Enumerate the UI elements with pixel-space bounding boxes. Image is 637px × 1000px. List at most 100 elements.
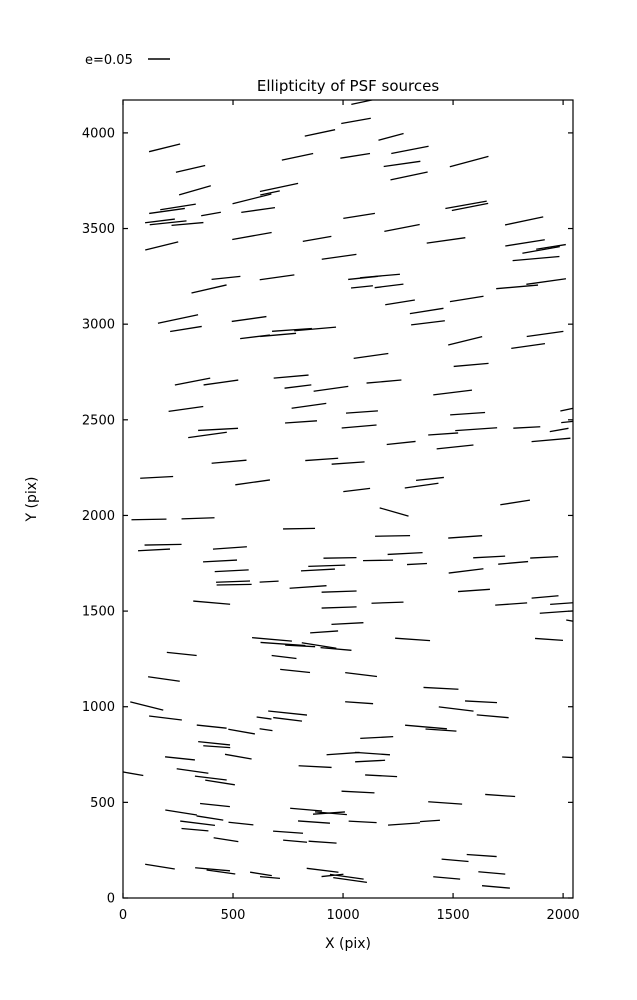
- y-tick-label: 3000: [82, 318, 115, 333]
- ellipticity-stick: [496, 284, 539, 290]
- ellipticity-stick: [379, 507, 409, 517]
- ellipticity-stick: [320, 646, 352, 651]
- ellipticity-stick: [386, 440, 416, 446]
- ellipticity-stick: [348, 820, 377, 824]
- ellipticity-stick: [198, 427, 239, 432]
- ellipticity-stick: [465, 700, 498, 704]
- axes-frame: [122, 99, 574, 899]
- ellipticity-stick: [505, 239, 545, 247]
- ellipticity-stick: [360, 736, 394, 740]
- ellipticity-stick: [522, 246, 560, 254]
- ellipticity-stick: [310, 630, 339, 634]
- ellipticity-stick: [290, 807, 323, 812]
- ellipticity-stick: [147, 676, 180, 682]
- ellipticity-stick: [198, 740, 231, 746]
- ellipticity-stick: [450, 411, 486, 416]
- y-tick-labels: 0 500 1000 1500 2000 2500 3000 3500 4000: [82, 126, 115, 906]
- ellipticity-stick: [445, 200, 487, 210]
- ellipticity-stick: [409, 307, 444, 315]
- ellipticity-stick: [387, 551, 423, 556]
- ellipticity-stick: [466, 853, 497, 858]
- y-tick-label: 0: [107, 892, 115, 907]
- ellipticity-stick: [391, 145, 429, 155]
- ellipticity-stick: [433, 876, 461, 880]
- ellipticity-stick: [550, 602, 573, 605]
- ellipticity-stick: [273, 716, 303, 722]
- ellipticity-stick: [406, 562, 428, 566]
- ellipticity-stick: [214, 569, 249, 573]
- ellipticity-stick: [360, 273, 400, 279]
- ellipticity-stick: [536, 243, 566, 250]
- ellipticity-stick: [448, 535, 483, 539]
- ellipticity-stick: [345, 410, 378, 414]
- ellipticity-stick: [448, 568, 484, 574]
- ellipticity-stick: [297, 820, 331, 824]
- ellipticity-stick: [374, 283, 404, 289]
- ellipticity-stick: [216, 580, 251, 583]
- ellipticity-stick: [212, 546, 247, 550]
- ellipticity-stick: [268, 710, 308, 716]
- ellipticity-stick: [549, 427, 569, 433]
- ellipticity-stick: [211, 459, 247, 464]
- ellipticity-stick: [495, 602, 528, 606]
- ellipticity-stick: [561, 420, 573, 424]
- ellipticity-stick: [145, 218, 175, 224]
- ellipticity-stick: [176, 768, 209, 774]
- ellipticity-stick: [251, 637, 292, 642]
- ellipticity-stick: [259, 728, 273, 732]
- ellipticity-stick: [560, 407, 573, 412]
- ellipticity-stick: [321, 873, 344, 878]
- ellipticity-stick: [308, 564, 346, 568]
- ellipticity-stick: [201, 211, 221, 217]
- ellipticity-stick: [160, 203, 196, 211]
- ellipticity-stick: [428, 432, 459, 436]
- ellipticity-stick: [539, 610, 573, 614]
- ellipticity-stick: [331, 461, 365, 465]
- ellipticity-stick: [140, 475, 174, 479]
- axis-ticks: [122, 100, 573, 899]
- ellipticity-stick: [283, 839, 308, 843]
- ellipticity-stick: [216, 583, 252, 586]
- ellipticity-stick: [283, 527, 316, 530]
- ellipticity-stick: [473, 555, 506, 559]
- y-tick-label: 500: [90, 796, 115, 811]
- ellipticity-stick: [199, 802, 230, 808]
- ellipticity-stick: [478, 871, 506, 875]
- ellipticity-stick: [451, 202, 489, 212]
- ellipticity-stick: [273, 374, 309, 379]
- ellipticity-stick: [259, 876, 281, 880]
- ellipticity-stick: [131, 518, 167, 521]
- ellipticity-stick: [345, 701, 374, 705]
- ellipticity-stick: [281, 152, 314, 161]
- ellipticity-stick: [180, 820, 216, 826]
- ellipticity-stick: [306, 867, 339, 873]
- ellipticity-stick: [259, 182, 299, 193]
- ellipticity-stick: [203, 379, 239, 386]
- ellipticity-stick: [165, 809, 197, 816]
- ellipticity-stick: [449, 155, 489, 168]
- ellipticity-stick: [566, 619, 573, 622]
- ellipticity-stick: [453, 362, 489, 368]
- ellipticity-stick: [331, 622, 364, 626]
- ellipticity-stick: [436, 444, 474, 450]
- x-tick-labels: 0 500 1000 1500 2000: [119, 908, 580, 923]
- ellipticity-stick: [351, 100, 375, 106]
- ellipticity-stick: [232, 231, 272, 241]
- ellipticity-stick: [385, 299, 415, 306]
- ellipticity-stick: [149, 715, 182, 721]
- ellipticity-stick: [504, 216, 544, 226]
- y-tick-label: 2500: [82, 413, 115, 428]
- ellipticity-stick: [511, 342, 546, 349]
- ellipticity-stick: [301, 642, 337, 649]
- y-tick-label: 2000: [82, 509, 115, 524]
- ellipticity-stick: [123, 771, 144, 777]
- x-tick-label: 500: [221, 908, 246, 923]
- ellipticity-stick: [323, 556, 357, 559]
- ellipticity-stick: [371, 601, 404, 604]
- ellipticity-stick: [390, 171, 428, 181]
- ellipticity-stick: [384, 223, 420, 233]
- ellipticity-stick: [224, 753, 252, 760]
- ellipticity-stick: [438, 706, 474, 712]
- ellipticity-stick: [441, 858, 469, 863]
- ellipticity-stick: [341, 117, 371, 125]
